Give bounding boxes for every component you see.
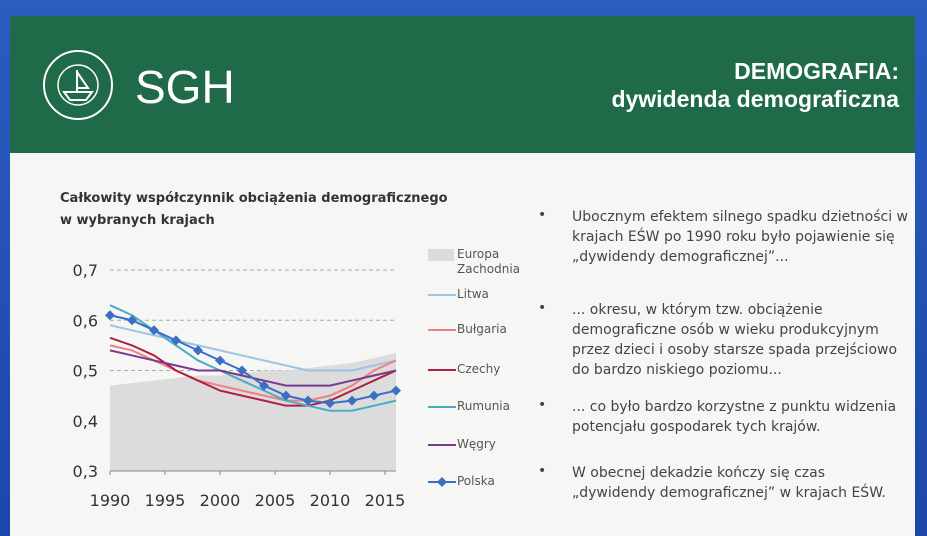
legend-label: Polska [457, 474, 527, 489]
logo-text: SGH [135, 60, 235, 114]
chart-title: Całkowity współczynnik obciążenia demogr… [60, 188, 460, 232]
bullet-text: Ubocznym efektem silnego spadku dzietnoś… [572, 207, 912, 267]
bullet-text: ... co było bardzo korzystne z punktu wi… [572, 397, 912, 437]
legend-marker [437, 477, 447, 487]
legend-swatch [428, 249, 454, 261]
page: {"header":{"logo":"SGH","title_lines":["… [0, 0, 927, 536]
bullet: • [538, 207, 546, 223]
x-tick-label: 1995 [145, 491, 186, 510]
legend-label: Litwa [457, 287, 527, 302]
y-tick-label: 0,5 [73, 362, 98, 381]
y-tick-label: 0,3 [73, 462, 98, 481]
bullet-text: W obecnej dekadzie kończy się czas „dywi… [572, 463, 912, 503]
logo-emblem [40, 40, 120, 130]
bullet: • [538, 397, 546, 413]
legend-label: Rumunia [457, 399, 527, 414]
legend-label: Bułgaria [457, 322, 527, 337]
header-title: DEMOGRAFIA: [734, 58, 899, 85]
y-tick-label: 0,7 [73, 261, 98, 280]
x-tick-label: 2005 [255, 491, 296, 510]
bullet: • [538, 300, 546, 316]
y-tick-label: 0,4 [73, 412, 98, 431]
x-tick-label: 2015 [365, 491, 406, 510]
marker [105, 310, 115, 320]
legend-label: Węgry [457, 437, 527, 452]
bullet: • [538, 463, 546, 479]
marker [215, 355, 225, 365]
x-tick-label: 2010 [310, 491, 351, 510]
legend-label: Europa Zachodnia [457, 247, 527, 277]
y-tick-label: 0,6 [73, 311, 98, 330]
bullet-text: ... okresu, w którym tzw. obciążenie dem… [572, 300, 912, 380]
x-tick-label: 1990 [90, 491, 131, 510]
header-title: dywidenda demograficzna [611, 86, 899, 113]
x-tick-label: 2000 [200, 491, 241, 510]
legend-label: Czechy [457, 362, 527, 377]
